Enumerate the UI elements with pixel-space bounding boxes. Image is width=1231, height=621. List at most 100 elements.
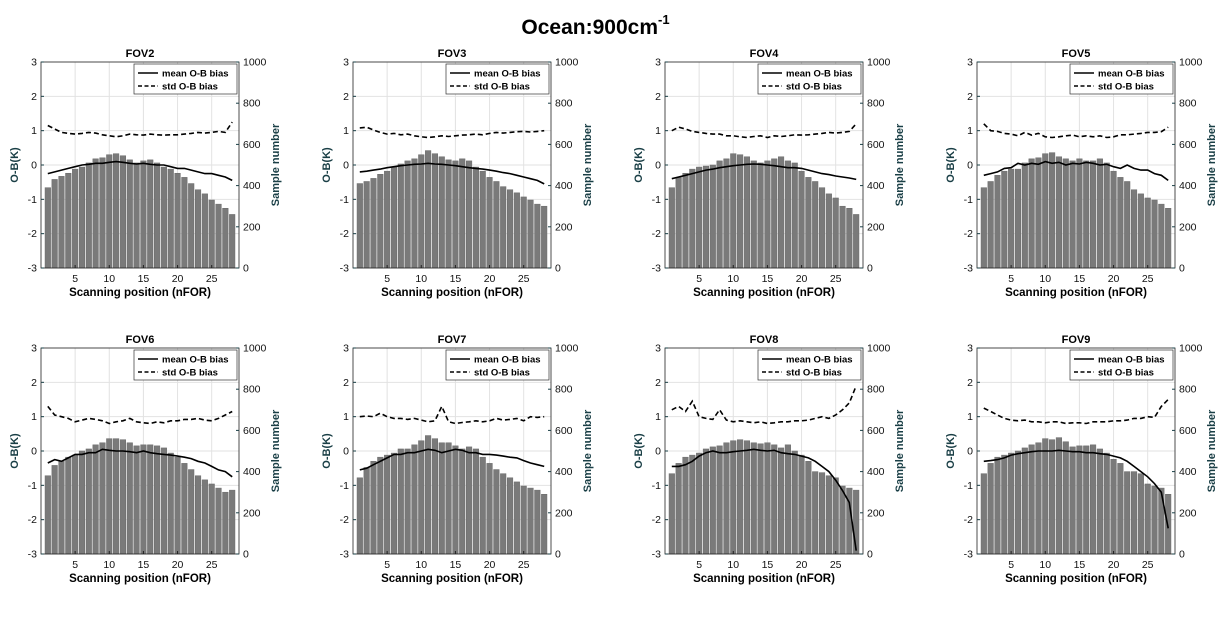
y-tick-label: -3 — [652, 549, 661, 561]
y-tick-label: -1 — [964, 480, 973, 492]
y-tick-label: 3 — [655, 57, 661, 69]
y2-tick-label: 1000 — [555, 57, 579, 69]
legend: mean O-B bias std O-B bias — [1069, 63, 1174, 95]
sample-bar — [541, 494, 548, 555]
y-tick-label: 3 — [343, 343, 349, 355]
legend-label: std O-B bias — [474, 82, 530, 93]
sample-bar — [72, 454, 79, 555]
sample-bar — [702, 165, 710, 269]
y2-tick-label: 200 — [867, 507, 885, 519]
sample-bar — [987, 463, 994, 555]
legend-label: std O-B bias — [786, 82, 842, 93]
y-tick-label: -1 — [28, 194, 37, 206]
sample-bar — [1028, 444, 1035, 555]
sample-bar — [1124, 471, 1131, 555]
y2-tick-label: 1000 — [1179, 57, 1203, 69]
y-tick-label: -3 — [964, 549, 973, 561]
sample-bar — [541, 205, 548, 269]
y2-tick-label: 1000 — [867, 57, 891, 69]
subplot-fov6: -3 -2 -1 0 1 2 3 0 200 400 600 800 1000 5 10 15 20 25 FOV6… — [9, 334, 282, 585]
x-axis-label: Scanning position (nFOR) — [69, 573, 211, 585]
sample-bar — [1103, 162, 1110, 269]
y-tick-label: 1 — [967, 411, 973, 423]
sample-bar — [106, 154, 113, 269]
sample-bar — [1001, 170, 1008, 269]
y-axis-label: O-B(K) — [633, 433, 645, 469]
y2-axis-label: Sample number — [1206, 123, 1218, 206]
sample-bar — [534, 203, 541, 269]
x-tick-label: 5 — [696, 559, 702, 571]
x-tick-label: 10 — [103, 559, 115, 571]
subplot-fov4: -3 -2 -1 0 1 2 3 0 200 400 600 800 1000 5 10 15 20 25 FOV4… — [633, 48, 906, 299]
sample-bar — [215, 203, 222, 269]
x-tick-label: 10 — [727, 273, 739, 285]
x-tick-label: 20 — [1108, 559, 1120, 571]
sample-bar — [534, 489, 541, 555]
x-tick-label: 20 — [172, 273, 184, 285]
y-tick-label: 2 — [967, 91, 973, 103]
y-tick-label: -1 — [964, 194, 973, 206]
legend: mean O-B bias std O-B bias — [1069, 349, 1174, 381]
sample-bar — [1165, 208, 1172, 269]
y-tick-label: 0 — [31, 446, 37, 458]
x-tick-label: 25 — [1142, 273, 1154, 285]
legend: mean O-B bias std O-B bias — [133, 349, 238, 381]
x-tick-label: 5 — [1008, 559, 1014, 571]
y-tick-label: -2 — [28, 228, 37, 240]
sample-bar — [404, 160, 411, 269]
sample-bar — [1014, 168, 1022, 269]
sample-bar — [167, 168, 174, 269]
x-axis-label: Scanning position (nFOR) — [381, 573, 523, 585]
x-tick-label: 5 — [384, 559, 390, 571]
y-tick-label: 1 — [655, 125, 661, 137]
y-tick-label: 2 — [655, 377, 661, 389]
y-tick-label: 0 — [31, 160, 37, 172]
y2-tick-label: 0 — [1179, 263, 1185, 275]
sample-bar — [1062, 441, 1069, 555]
legend-label: std O-B bias — [786, 368, 842, 379]
sample-bar — [696, 452, 703, 555]
y-tick-label: -2 — [340, 514, 349, 526]
sample-bar — [486, 177, 493, 269]
sample-bar — [404, 448, 411, 555]
sample-bar — [1062, 158, 1069, 269]
legend-label: std O-B bias — [474, 368, 530, 379]
sample-bar — [479, 170, 486, 269]
sample-bar — [506, 189, 514, 269]
sample-bar — [994, 456, 1001, 555]
y-tick-label: 3 — [31, 343, 37, 355]
y2-tick-label: 600 — [867, 425, 885, 437]
sample-bar — [798, 170, 805, 269]
sample-bar — [1076, 158, 1083, 269]
x-tick-label: 25 — [518, 559, 530, 571]
mean-bias-line — [359, 162, 545, 185]
y-tick-label: -1 — [652, 480, 661, 492]
y-axis-label: O-B(K) — [321, 147, 333, 183]
sample-bar — [472, 166, 479, 269]
y2-axis-label: Sample number — [582, 409, 594, 492]
y-tick-label: 3 — [343, 57, 349, 69]
x-tick-label: 5 — [72, 273, 78, 285]
sample-bar — [493, 469, 500, 555]
y-tick-label: -3 — [340, 549, 349, 561]
sample-bar — [174, 456, 181, 555]
sample-bar — [78, 450, 86, 555]
sample-bar — [513, 192, 520, 269]
y2-tick-label: 600 — [555, 425, 573, 437]
sample-bar — [805, 461, 812, 555]
subplot-fov9: -3 -2 -1 0 1 2 3 0 200 400 600 800 1000 5 10 15 20 25 FOV9… — [945, 334, 1218, 585]
sample-bar — [85, 448, 92, 555]
subplot-title: FOV2 — [126, 48, 155, 60]
sample-bar — [757, 162, 764, 269]
sample-bar — [370, 461, 377, 555]
sample-bar — [1144, 483, 1151, 555]
sample-bar — [160, 447, 167, 555]
y-tick-label: 3 — [967, 343, 973, 355]
sample-bar — [356, 183, 363, 269]
sample-bar — [356, 477, 363, 555]
sample-bar — [493, 181, 500, 269]
sample-bar — [147, 444, 154, 555]
y-tick-label: 0 — [967, 160, 973, 172]
sample-bar — [472, 448, 479, 555]
